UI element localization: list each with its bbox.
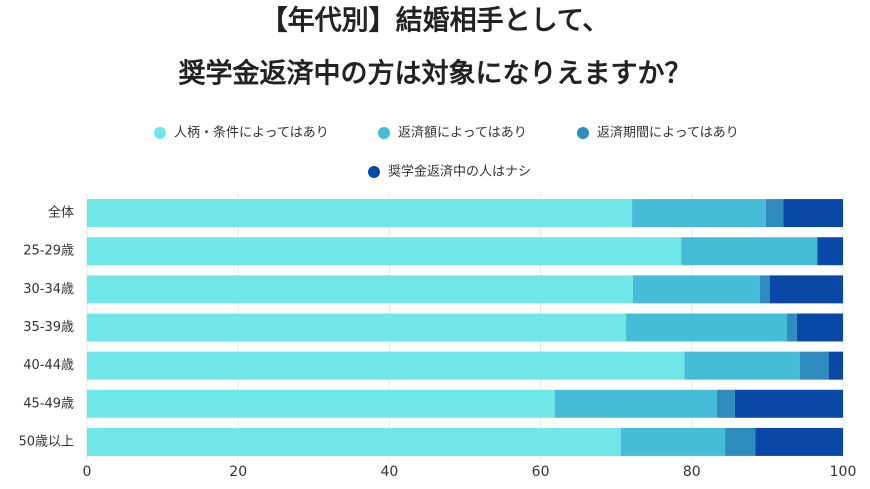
bar-segment <box>799 351 829 380</box>
bar-segment <box>828 351 843 380</box>
bar-segment <box>796 313 843 342</box>
bar-segment <box>769 275 843 304</box>
chart-title: 【年代別】結婚相手として、 <box>261 5 610 37</box>
bar-segment <box>632 199 766 228</box>
bar-segment <box>632 275 760 304</box>
bar-segment <box>725 427 756 456</box>
chart-title: 奨学金返済中の方は対象になりえますか？ <box>179 58 692 90</box>
y-tick-label: 25-29歳 <box>23 244 74 259</box>
bar-segment <box>87 427 621 456</box>
x-tick-label: 40 <box>380 464 398 480</box>
legend-marker <box>577 127 589 139</box>
bar-segment <box>734 389 843 418</box>
legend-label: 返済額によってはあり <box>398 125 527 141</box>
y-tick-label: 30-34歳 <box>23 282 74 297</box>
bar-segment <box>755 427 843 456</box>
x-tick-label: 0 <box>83 464 92 480</box>
bar-segment <box>626 313 788 342</box>
y-tick-label: 全体 <box>48 205 74 221</box>
bar-segment <box>87 237 682 266</box>
y-tick-label: 40-44歳 <box>23 358 74 373</box>
bar-segment <box>620 427 726 456</box>
legend-marker <box>378 127 390 139</box>
legend-label: 返済期間によってはあり <box>597 125 739 141</box>
legend-marker <box>368 166 380 178</box>
bar-segment <box>765 199 784 228</box>
y-tick-label: 35-39歳 <box>23 320 74 335</box>
legend-label: 人柄・条件によってはあり <box>174 125 329 141</box>
bar-segment <box>783 199 843 228</box>
bar-segment <box>87 389 555 418</box>
x-tick-label: 100 <box>830 464 857 480</box>
y-tick-label: 50歳以上 <box>18 434 74 449</box>
bar-segment <box>681 237 818 266</box>
bar-segment <box>87 351 685 380</box>
legend-label: 奨学金返済中の人はナシ <box>388 164 531 180</box>
bar-segment <box>716 389 735 418</box>
bar-segment <box>787 313 797 342</box>
bar-segment <box>87 275 633 304</box>
bar-segment <box>759 275 770 304</box>
x-tick-label: 60 <box>532 464 550 480</box>
bar-segment <box>87 313 627 342</box>
bar-segment <box>817 237 843 266</box>
bar-segment <box>684 351 800 380</box>
legend-marker <box>154 127 166 139</box>
x-tick-label: 20 <box>229 464 247 480</box>
x-tick-label: 80 <box>683 464 701 480</box>
bar-segment <box>87 199 633 228</box>
y-tick-label: 45-49歳 <box>23 396 74 411</box>
bar-segment <box>554 389 717 418</box>
